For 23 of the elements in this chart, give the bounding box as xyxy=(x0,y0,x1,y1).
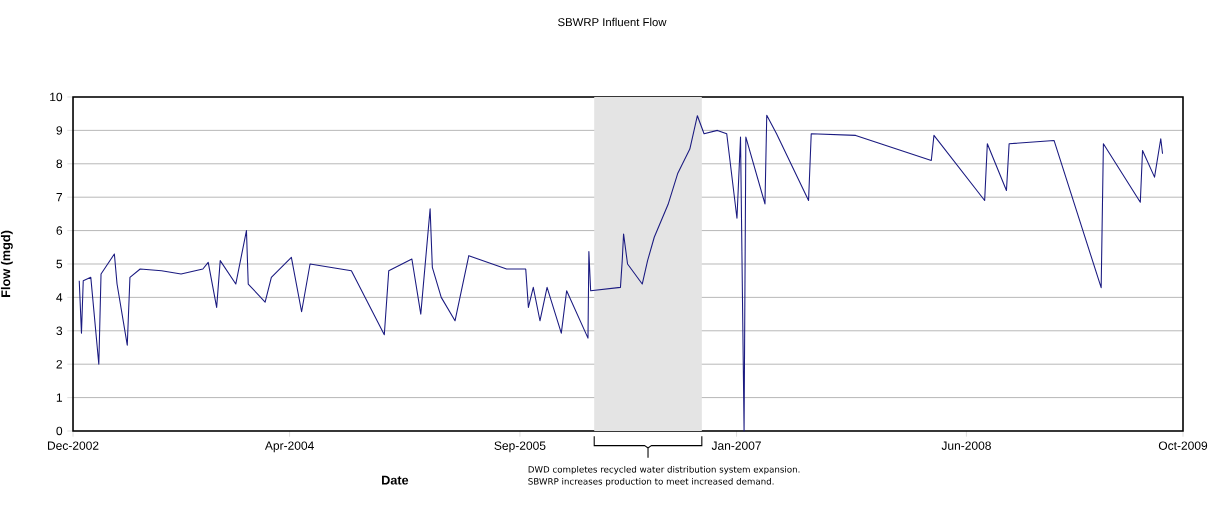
text: SBWRP increases production to meet increased demand. xyxy=(528,477,774,487)
y-tick-label: 3 xyxy=(56,326,63,336)
y-tick-label: 7 xyxy=(56,193,63,202)
text: DWD completes recycled water distribution system expansion. xyxy=(528,465,800,475)
y-tick-label: 1 xyxy=(56,393,63,402)
line-series xyxy=(78,114,1164,432)
x-axis-title: Date xyxy=(382,475,409,485)
y-tick-label: 6 xyxy=(56,226,63,235)
y-tick-label: 8 xyxy=(56,159,63,169)
y-axis-title: Flow (mgd) xyxy=(0,230,13,297)
x-tick-label: Dec-2002 xyxy=(47,441,99,450)
chart-title: SBWRP Influent Flow xyxy=(558,17,667,27)
x-tick-label: Jan-2007 xyxy=(711,441,761,450)
y-tick-label: 4 xyxy=(56,293,63,302)
y-tick-label: 2 xyxy=(56,359,63,369)
x-tick-label: Jun-2008 xyxy=(941,441,991,450)
x-tick-label: Sep-2005 xyxy=(494,441,546,453)
y-tick-label: 5 xyxy=(56,259,63,269)
y-tick-label: 0 xyxy=(56,426,63,436)
x-tick-label: Oct-2009 xyxy=(1158,441,1208,450)
x-tick-label: Apr-2004 xyxy=(264,441,314,453)
y-tick-label: 9 xyxy=(56,126,63,135)
y-tick-label: 10 xyxy=(50,92,63,102)
